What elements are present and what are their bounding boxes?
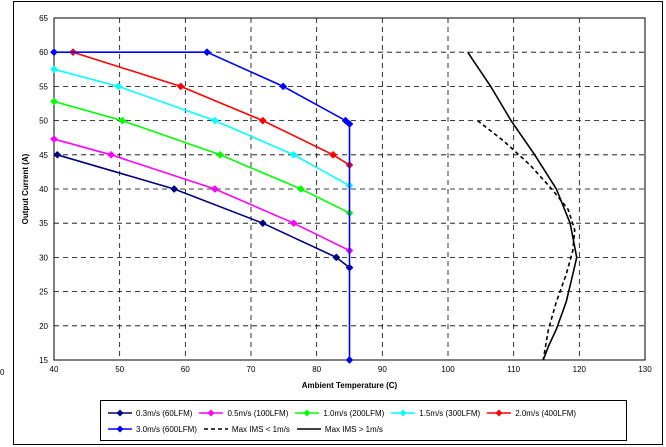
chart-svg: 40 50 60 70 80 90 100 110 120 130 15 20 25 30 35 40 45 5…: [21, 14, 653, 390]
legend-row: 3.0m/s (600LFM) Max IMS < 1m/s Max IMS > 1…: [101, 422, 626, 436]
data-point: [258, 219, 267, 228]
legend-swatch: [296, 428, 321, 430]
y-axis-label: Output Current (A): [21, 153, 30, 224]
legend-label: 1.5m/s (300LFM): [419, 408, 481, 418]
y-tick-label: 45: [39, 151, 48, 160]
data-point: [50, 97, 58, 106]
legend-item-0-5m-s-100lfm: 0.5m/s (100LFM): [198, 409, 288, 418]
x-axis-label: Ambient Temperature (C): [302, 381, 398, 390]
x-tick-label: 100: [441, 365, 455, 374]
edge-label: 0: [0, 368, 5, 377]
data-point: [289, 219, 298, 228]
data-point: [203, 48, 211, 57]
data-point: [216, 150, 225, 159]
legend-label: 0.5m/s (100LFM): [227, 408, 289, 418]
data-point: [332, 253, 341, 262]
data-point: [50, 65, 58, 74]
legend-label: Max IMS < 1m/s: [231, 424, 290, 434]
series-1-5m-s-300lfm: [50, 65, 354, 190]
legend-label: 1.0m/s (200LFM): [323, 408, 385, 418]
x-tick-label: 60: [181, 365, 190, 374]
legend-label: 0.3m/s (60LFM): [136, 408, 193, 418]
data-point: [258, 116, 267, 125]
legend-item-0-3m-s-60lfm: 0.3m/s (60LFM): [107, 409, 192, 418]
data-point: [329, 150, 338, 159]
data-point: [296, 185, 305, 193]
data-point: [170, 185, 179, 193]
data-point: [50, 48, 58, 57]
data-point: [107, 150, 116, 159]
data-point: [345, 356, 354, 364]
y-tick-label: 60: [39, 48, 48, 57]
legend-row: 0.3m/s (60LFM) 0.5m/s (100LFM) 1.0m/s (200…: [101, 406, 626, 420]
legend-item-max-ims-1m-s: Max IMS < 1m/s: [203, 425, 290, 434]
data-point: [289, 150, 298, 159]
legend-item-1-5m-s-300lfm: 1.5m/s (300LFM): [390, 409, 480, 418]
legend-label: 3.0m/s (600LFM): [136, 424, 197, 434]
legend-swatch: [108, 409, 132, 417]
legend-swatch: [203, 428, 228, 430]
legend-swatch: [199, 409, 224, 417]
x-tick-label: 40: [50, 365, 59, 374]
series-3-0m-s-600lfm: [50, 48, 354, 364]
legend-item-3-0m-s-600lfm: 3.0m/s (600LFM): [107, 425, 197, 434]
x-tick-label: 90: [378, 365, 387, 374]
y-tick-labels: 15 20 25 30 35 40 45 50 55 60 65: [39, 14, 48, 365]
chart-frame: 40 50 60 70 80 90 100 110 120 130 15 20 25 30 35 40 45 5…: [13, 1, 663, 445]
y-tick-label: 15: [39, 356, 48, 365]
y-tick-label: 30: [39, 253, 48, 262]
y-tick-label: 65: [39, 14, 48, 23]
series-line: [467, 51, 578, 361]
x-tick-labels: 40 50 60 70 80 90 100 110 120 130: [50, 365, 653, 374]
legend-item-2-0m-s-400lfm: 2.0m/s (400LFM): [486, 409, 576, 418]
x-tick-label: 70: [247, 365, 256, 374]
data-point: [279, 82, 288, 91]
y-tick-label: 55: [39, 82, 48, 91]
data-point: [114, 82, 123, 91]
series-2-0m-s-400lfm: [69, 48, 354, 170]
data-point: [50, 135, 58, 144]
legend-swatch: [108, 425, 132, 433]
data-point: [176, 82, 185, 91]
y-tick-label: 35: [39, 219, 48, 228]
y-tick-label: 50: [39, 117, 48, 126]
legend: 0.3m/s (60LFM) 0.5m/s (100LFM) 1.0m/s (200…: [100, 400, 627, 441]
x-tick-label: 120: [573, 365, 587, 374]
data-point: [210, 116, 219, 125]
series-max-ims-1m-s: [467, 51, 578, 361]
legend-swatch: [391, 409, 416, 417]
x-tick-label: 80: [312, 365, 321, 374]
series-0-3m-s-60lfm: [53, 150, 354, 272]
data-point: [345, 120, 354, 128]
y-tick-label: 40: [39, 185, 48, 194]
grid: [54, 18, 645, 360]
legend-label: Max IMS > 1m/s: [324, 424, 383, 434]
y-tick-label: 20: [39, 322, 48, 331]
legend-label: 2.0m/s (400LFM): [515, 408, 577, 418]
series-line: [54, 51, 351, 360]
y-tick-label: 25: [39, 288, 48, 297]
data-point: [53, 150, 62, 159]
series-max-ims-1m-s: [477, 119, 576, 361]
data-point: [118, 116, 127, 125]
legend-swatch: [487, 409, 512, 417]
legend-item-1-0m-s-200lfm: 1.0m/s (200LFM): [294, 409, 384, 418]
series-group: [50, 48, 578, 364]
x-tick-label: 110: [507, 365, 520, 374]
x-tick-label: 130: [638, 365, 652, 374]
legend-swatch: [295, 409, 320, 417]
legend-item-max-ims-1m-s: Max IMS > 1m/s: [296, 425, 383, 434]
series-line: [477, 119, 576, 361]
data-point: [210, 185, 219, 193]
x-tick-label: 50: [115, 365, 124, 374]
